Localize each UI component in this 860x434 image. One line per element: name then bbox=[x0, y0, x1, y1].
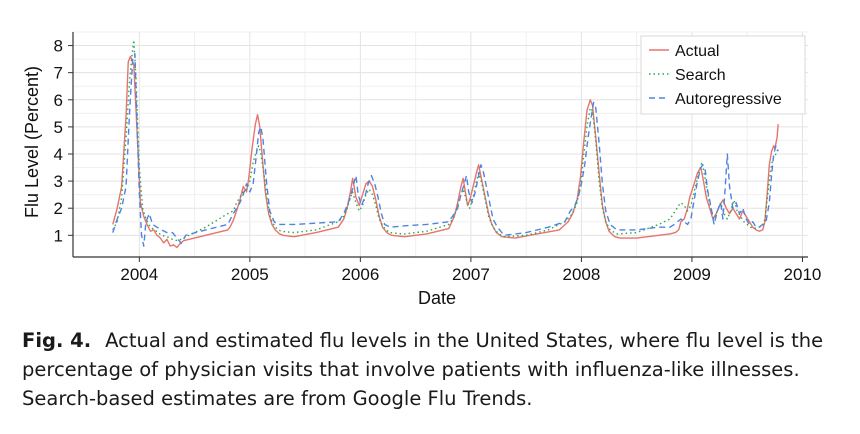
chart-series bbox=[112, 39, 779, 249]
y-tick-label: 3 bbox=[54, 172, 63, 191]
y-tick-label: 2 bbox=[54, 199, 63, 218]
legend-label-actual: Actual bbox=[675, 43, 719, 60]
x-tick-label: 2010 bbox=[784, 265, 822, 284]
y-tick-label: 1 bbox=[54, 226, 63, 245]
x-tick-label: 2005 bbox=[231, 265, 269, 284]
chart-legend: Actual Search Autoregressive bbox=[640, 35, 806, 115]
y-tick-label: 6 bbox=[54, 91, 63, 110]
x-tick-label: 2008 bbox=[563, 265, 601, 284]
x-tick-label: 2004 bbox=[120, 265, 158, 284]
caption-text: Actual and estimated flu levels in the U… bbox=[22, 329, 824, 410]
y-tick-label: 5 bbox=[54, 118, 63, 137]
y-tick-label: 4 bbox=[54, 145, 63, 164]
legend-box bbox=[640, 35, 806, 115]
chart-axes: 2004 2005 2006 2007 2008 2009 2010 1 2 3 4 5 6 7 8 bbox=[54, 32, 822, 284]
figure-caption: Fig. 4. Actual and estimated flu levels i… bbox=[22, 326, 842, 413]
x-tick-label: 2006 bbox=[341, 265, 379, 284]
series-line-autoregressive bbox=[112, 52, 779, 247]
y-tick-label: 8 bbox=[54, 37, 63, 56]
y-axis-title: Flu Level (Percent) bbox=[22, 66, 42, 218]
legend-label-search: Search bbox=[675, 67, 726, 84]
x-axis-title: Date bbox=[418, 288, 456, 308]
legend-label-autoregressive: Autoregressive bbox=[675, 91, 782, 108]
y-tick-label: 7 bbox=[54, 64, 63, 83]
x-tick-label: 2009 bbox=[673, 265, 711, 284]
x-tick-label: 2007 bbox=[452, 265, 490, 284]
flu-level-chart: 2004 2005 2006 2007 2008 2009 2010 1 2 3 4 5 6 7 8 Act… bbox=[22, 31, 822, 308]
caption-figure-label: Fig. 4. bbox=[22, 329, 92, 352]
